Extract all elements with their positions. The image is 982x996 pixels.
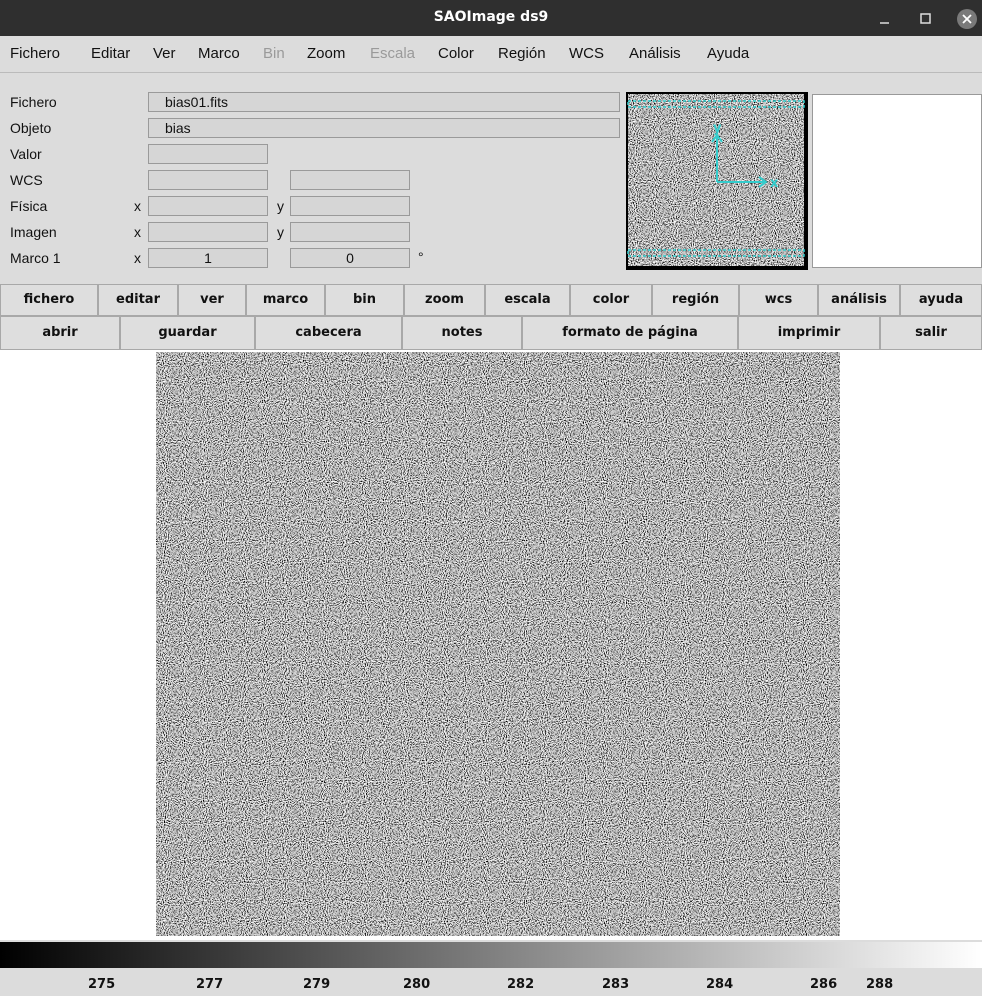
menu-item[interactable]: Análisis <box>629 45 681 62</box>
physical-y-field <box>290 196 410 216</box>
menu-item[interactable]: Fichero <box>10 45 60 62</box>
colorbar-tick-label: 288 <box>866 977 893 992</box>
axis-label: x <box>134 224 141 240</box>
object-field: bias <box>148 118 620 138</box>
physical-x-field <box>148 196 268 216</box>
toolbar-button[interactable]: ayuda <box>900 284 982 316</box>
colorbar-tick-label: 275 <box>88 977 115 992</box>
colorbar-tick-label: 280 <box>403 977 430 992</box>
axis-label: y <box>277 198 284 214</box>
panner[interactable]: x y <box>626 92 808 270</box>
colorbar-tick-label: 279 <box>303 977 330 992</box>
info-label: WCS <box>10 172 43 188</box>
menu-item[interactable]: Ver <box>153 45 176 62</box>
ds9-window: SAOImage ds9 Fichero Editar Ver Marco Bin Zoo… <box>0 0 982 996</box>
info-label: Marco 1 <box>10 250 61 266</box>
colorbar-tick-label: 284 <box>706 977 733 992</box>
image-frame[interactable] <box>0 350 982 940</box>
toolbar-button[interactable]: escala <box>485 284 570 316</box>
panner-axis-label: x <box>770 176 779 191</box>
magnifier <box>812 94 982 268</box>
window-title: SAOImage ds9 <box>0 9 982 25</box>
info-label: Valor <box>10 146 42 162</box>
toolbar-button[interactable]: zoom <box>404 284 485 316</box>
colorbar-tick-label: 286 <box>810 977 837 992</box>
colorbar <box>0 942 982 968</box>
title-bar: SAOImage ds9 <box>0 0 982 36</box>
menu-item[interactable]: Escala <box>370 45 415 62</box>
fits-image <box>156 352 840 936</box>
toolbar-button[interactable]: editar <box>98 284 178 316</box>
window-controls[interactable] <box>870 8 980 30</box>
file-field: bias01.fits <box>148 92 620 112</box>
toolbar-button[interactable]: color <box>570 284 652 316</box>
toolbar-button[interactable]: wcs <box>739 284 818 316</box>
image-y-field <box>290 222 410 242</box>
menu-item[interactable]: Bin <box>263 45 285 62</box>
noise-image <box>156 352 840 936</box>
menu-item[interactable]: Zoom <box>307 45 345 62</box>
unit-label: ° <box>418 249 424 265</box>
menu-item[interactable]: Color <box>438 45 474 62</box>
menu-item[interactable]: Marco <box>198 45 240 62</box>
panner-axis-label: y <box>713 121 722 136</box>
info-label: Física <box>10 198 47 214</box>
toolbar-button[interactable]: bin <box>325 284 404 316</box>
value-field <box>148 144 268 164</box>
toolbar-button[interactable]: fichero <box>0 284 98 316</box>
wcs-field <box>290 170 410 190</box>
info-label: Imagen <box>10 224 57 240</box>
toolbar-button[interactable]: formato de página <box>522 316 738 350</box>
toolbar-button[interactable]: ver <box>178 284 246 316</box>
wcs-field <box>148 170 268 190</box>
colorbar-gradient <box>0 942 982 968</box>
toolbar-button[interactable]: imprimir <box>738 316 880 350</box>
toolbar-button[interactable]: marco <box>246 284 325 316</box>
frame-x-field: 1 <box>148 248 268 268</box>
info-label: Objeto <box>10 120 51 136</box>
axis-label: y <box>277 224 284 240</box>
menu-item[interactable]: Editar <box>91 45 130 62</box>
toolbar-button[interactable]: región <box>652 284 739 316</box>
colorbar-tick-label: 283 <box>602 977 629 992</box>
toolbar-button[interactable]: notes <box>402 316 522 350</box>
menu-bar: Fichero Editar Ver Marco Bin Zoom Escala Color R… <box>0 36 982 73</box>
menu-item[interactable]: Región <box>498 45 546 62</box>
axis-label: x <box>134 250 141 266</box>
axis-label: x <box>134 198 141 214</box>
colorbar-tick-label: 282 <box>507 977 534 992</box>
menu-item[interactable]: WCS <box>569 45 604 62</box>
menu-item[interactable]: Ayuda <box>707 45 749 62</box>
colorbar-tick-label: 277 <box>196 977 223 992</box>
toolbar-button[interactable]: cabecera <box>255 316 402 350</box>
frame-y-field: 0 <box>290 248 410 268</box>
toolbar-button[interactable]: guardar <box>120 316 255 350</box>
toolbar-button[interactable]: salir <box>880 316 982 350</box>
info-label: Fichero <box>10 94 57 110</box>
toolbar-button[interactable]: análisis <box>818 284 900 316</box>
toolbar-button[interactable]: abrir <box>0 316 120 350</box>
image-x-field <box>148 222 268 242</box>
